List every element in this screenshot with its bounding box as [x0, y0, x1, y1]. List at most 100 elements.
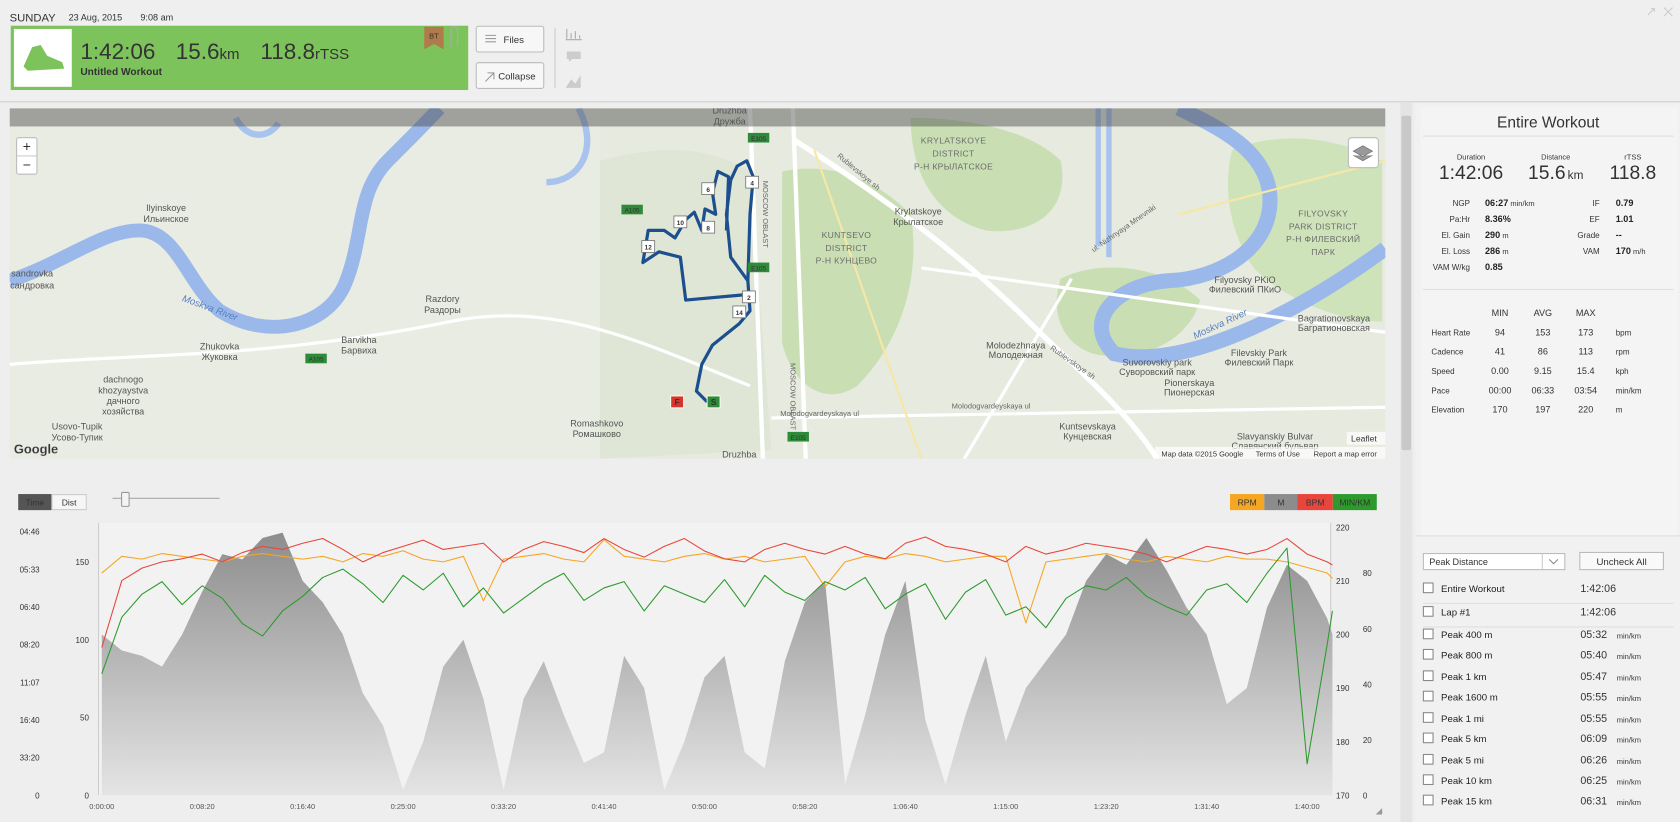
peak-value: 06:09	[1580, 733, 1607, 745]
legend-label[interactable]: RPM	[1238, 497, 1257, 507]
metric-number: 286	[1485, 246, 1500, 256]
table-row-label: Pace	[1431, 386, 1450, 395]
peak-checkbox[interactable]	[1422, 582, 1434, 594]
road-shield	[747, 132, 770, 143]
peak-dropdown[interactable]: Peak Distance	[1422, 553, 1566, 571]
uncheck-all-button[interactable]: Uncheck All	[1579, 551, 1664, 571]
peak-checkbox[interactable]	[1422, 732, 1434, 744]
scrollbar-thumb[interactable]	[1401, 115, 1412, 451]
headline-number: 15.6	[1528, 163, 1565, 184]
map-attribution[interactable]: Report a map error	[1314, 450, 1378, 459]
layers-button[interactable]	[1347, 137, 1379, 169]
series-line	[101, 547, 1333, 765]
leaflet-link[interactable]: Leaflet	[1351, 434, 1377, 444]
legend-item[interactable]	[1297, 494, 1333, 511]
metric-label: VAM	[1583, 247, 1600, 256]
close-icon[interactable]	[1663, 7, 1673, 17]
table-cell: 94	[1495, 327, 1505, 337]
x-tick-label: 0:50:00	[692, 802, 717, 811]
metric-value: 170 m/h	[1616, 246, 1646, 256]
map-label: хозяйства	[102, 407, 145, 417]
workout-title[interactable]: Untitled Workout	[80, 67, 162, 78]
map-label: DISTRICT	[825, 243, 867, 253]
dropdown-label: Peak Distance	[1429, 557, 1488, 567]
metric-number: 0.85	[1485, 262, 1503, 272]
peak-checkbox[interactable]	[1422, 628, 1434, 640]
distance-unit: km	[220, 46, 240, 63]
y-tick-label: 08:20	[20, 641, 41, 650]
expand-icon[interactable]	[1647, 8, 1655, 16]
route-marker	[701, 220, 716, 234]
peak-value: 06:25	[1580, 775, 1607, 787]
button-icon	[484, 72, 495, 82]
zoom-in[interactable]: +	[23, 138, 31, 154]
toggle-bg	[51, 494, 87, 511]
metric-number: 06:27	[1485, 198, 1508, 208]
legend-item[interactable]	[1332, 494, 1377, 511]
river	[1094, 108, 1386, 365]
time: 9:08 am	[140, 12, 173, 22]
peak-checkbox[interactable]	[1422, 648, 1434, 660]
map-label: MOSCOW OBLAST	[789, 363, 798, 431]
table-cell: 220	[1578, 405, 1593, 415]
slider-knob[interactable]	[121, 491, 130, 507]
chart-icon[interactable]	[565, 28, 582, 41]
map-label: Bagrationovskaya	[1298, 314, 1371, 324]
peak-checkbox[interactable]	[1422, 670, 1434, 682]
peak-value: 05:55	[1580, 691, 1607, 703]
button-icon	[485, 34, 497, 43]
map-label: sandrovka	[11, 268, 54, 278]
canal	[1095, 108, 1112, 258]
map-zoom[interactable]	[16, 137, 38, 175]
peak-unit: min/km	[1617, 736, 1641, 745]
legend-item[interactable]	[1264, 494, 1298, 511]
peak-name: Entire Workout	[1441, 584, 1505, 595]
road	[771, 266, 1386, 459]
map-label: Molodogvardeyskaya ul	[780, 409, 859, 418]
headline-number: 1:42:06	[1439, 163, 1503, 184]
y-tick-label: 60	[1363, 625, 1372, 634]
legend-label[interactable]: M	[1277, 497, 1284, 507]
metric-value: 290 m	[1485, 230, 1509, 240]
road-shield-label: E105	[751, 136, 766, 143]
peak-name: Peak 10 km	[1441, 776, 1492, 787]
time-toggle[interactable]: Time	[18, 494, 52, 511]
peak-checkbox[interactable]	[1422, 712, 1434, 723]
comment-icon[interactable]	[566, 51, 581, 63]
park	[910, 117, 1063, 232]
y-tick-label: 190	[1336, 684, 1350, 693]
map-label: Zhukovka	[200, 341, 240, 351]
map-attribution[interactable]: Terms of Use	[1256, 450, 1300, 459]
peak-checkbox[interactable]	[1422, 753, 1434, 765]
y-tick-label: 150	[76, 558, 90, 567]
legend-label[interactable]: BPM	[1306, 497, 1325, 507]
river	[9, 108, 445, 334]
peak-checkbox[interactable]	[1422, 774, 1434, 786]
peak-unit: min/km	[1617, 674, 1641, 683]
legend-label[interactable]: MIN/KM	[1339, 497, 1370, 507]
y-tick-label: 40	[1363, 680, 1372, 689]
headline-value: 1:42:06	[1439, 163, 1503, 184]
collapse-button[interactable]: Collapse	[475, 62, 545, 89]
map-label: дачного	[107, 396, 140, 406]
y-tick-label: 16:40	[20, 716, 41, 725]
dist-toggle[interactable]: Dist	[51, 494, 87, 511]
legend-item[interactable]	[1230, 494, 1265, 511]
metric-unit: m/h	[1633, 247, 1646, 256]
x-tick-label: 1:06:40	[893, 802, 918, 811]
map-label: Филевский ПКиО	[1209, 285, 1281, 295]
route-marker-label: 12	[645, 245, 653, 252]
attach-icon[interactable]	[450, 26, 459, 48]
peak-checkbox[interactable]	[1422, 690, 1434, 702]
peak-checkbox[interactable]	[1422, 606, 1434, 617]
button-label: Files	[504, 35, 525, 46]
zoom-out[interactable]: −	[23, 156, 31, 172]
files-button[interactable]: Files	[475, 25, 545, 53]
peak-checkbox[interactable]	[1422, 794, 1434, 806]
map-label: Ilyinskoye	[146, 203, 186, 213]
table-cell: 173	[1578, 327, 1593, 337]
metric-label: IF	[1593, 199, 1600, 208]
road-shield	[305, 353, 327, 364]
